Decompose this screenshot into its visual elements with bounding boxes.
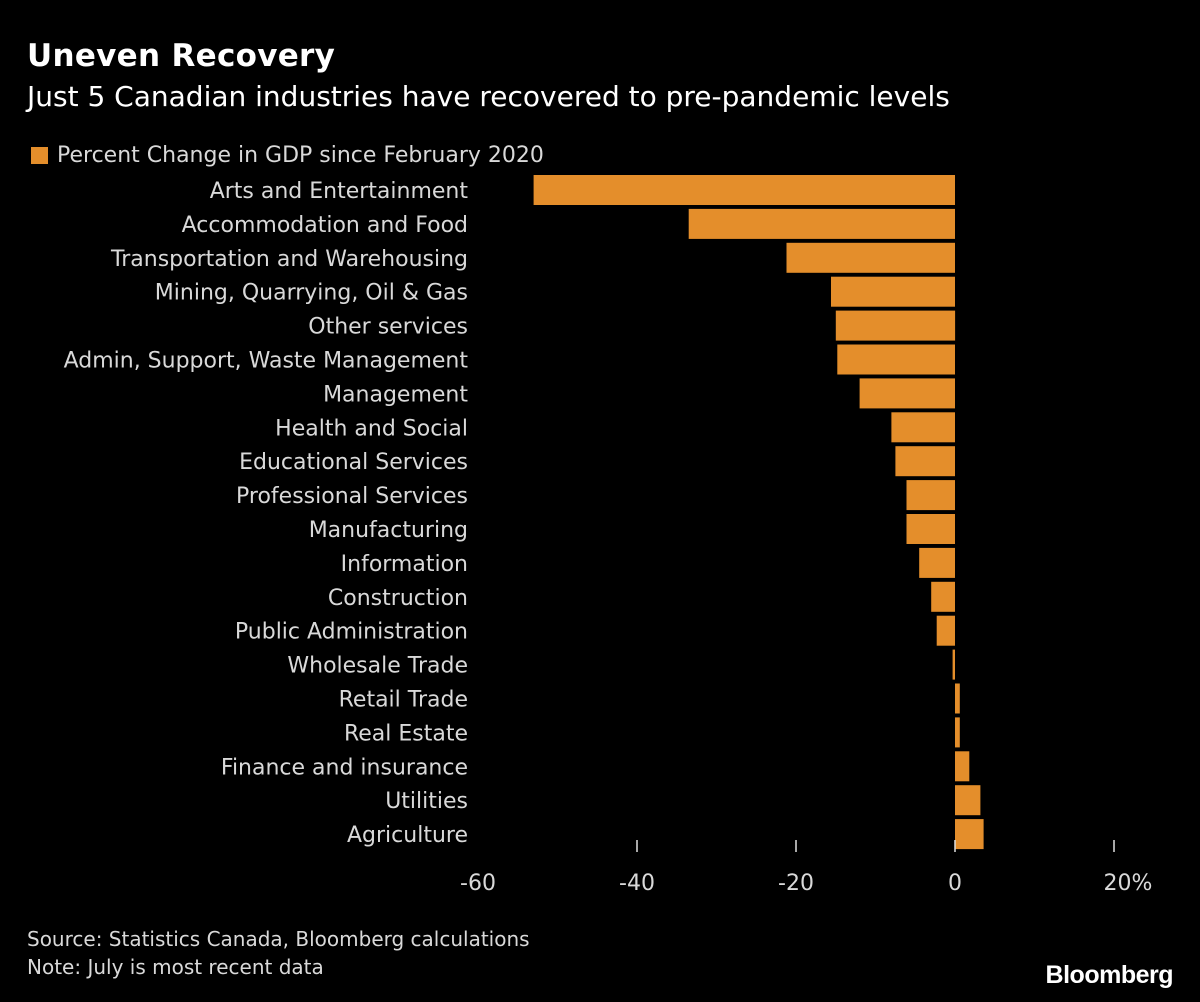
- bar: [688, 208, 955, 239]
- tick-label: 0: [948, 871, 962, 896]
- tick-label: -40: [619, 871, 655, 896]
- bar: [955, 819, 984, 850]
- category-labels: Arts and Entertainment Accommodation and …: [64, 179, 469, 848]
- category-label: Transportation and Warehousing: [110, 247, 468, 272]
- bar: [906, 480, 955, 511]
- category-label: Finance and insurance: [221, 755, 468, 780]
- category-label: Public Administration: [235, 620, 468, 645]
- category-label: Manufacturing: [309, 518, 468, 543]
- category-label: Educational Services: [239, 450, 468, 475]
- bar: [859, 378, 955, 409]
- tick-label: -20: [778, 871, 814, 896]
- category-label: Construction: [328, 586, 468, 611]
- legend-label: Percent Change in GDP since February 202…: [57, 143, 544, 168]
- source-note: Source: Statistics Canada, Bloomberg cal…: [27, 927, 530, 951]
- bar: [831, 276, 955, 307]
- category-label: Utilities: [385, 789, 468, 814]
- bar: [533, 175, 955, 205]
- category-label: Real Estate: [344, 721, 468, 746]
- bar: [837, 344, 955, 375]
- legend-swatch: [31, 147, 48, 164]
- bar: [955, 717, 960, 748]
- category-label: Management: [323, 382, 468, 407]
- category-label: Health and Social: [275, 416, 468, 441]
- category-label: Wholesale Trade: [287, 654, 468, 679]
- bloomberg-logo: Bloomberg: [1045, 961, 1174, 989]
- category-label: Retail Trade: [339, 688, 468, 713]
- x-axis: -60 -40 -20 0 20%: [460, 840, 1152, 896]
- bar: [786, 242, 955, 273]
- chart-subtitle: Just 5 Canadian industries have recovere…: [27, 80, 950, 113]
- category-label: Agriculture: [347, 823, 468, 848]
- bar: [955, 785, 981, 816]
- bar: [919, 547, 955, 578]
- bar: [895, 446, 955, 477]
- bar: [931, 581, 955, 612]
- bar: [936, 615, 955, 646]
- bar: [891, 412, 955, 443]
- bar: [835, 310, 956, 341]
- bar: [955, 751, 970, 782]
- tick-label: -60: [460, 871, 496, 896]
- chart-title: Uneven Recovery: [27, 38, 336, 74]
- category-label: Accommodation and Food: [182, 213, 468, 238]
- category-label: Admin, Support, Waste Management: [64, 349, 469, 374]
- category-label: Arts and Entertainment: [210, 179, 469, 204]
- category-label: Professional Services: [236, 484, 468, 509]
- legend: Percent Change in GDP since February 202…: [31, 143, 544, 168]
- category-label: Mining, Quarrying, Oil & Gas: [155, 281, 468, 306]
- category-label: Information: [341, 552, 468, 577]
- bar: [952, 649, 955, 680]
- bar-chart: Arts and Entertainment Accommodation and …: [64, 175, 1152, 896]
- data-note: Note: July is most recent data: [27, 955, 324, 979]
- bar-group: [533, 175, 984, 850]
- category-label: Other services: [308, 315, 468, 340]
- bar: [906, 514, 955, 544]
- tick-label: 20%: [1104, 871, 1153, 896]
- bar: [955, 683, 960, 714]
